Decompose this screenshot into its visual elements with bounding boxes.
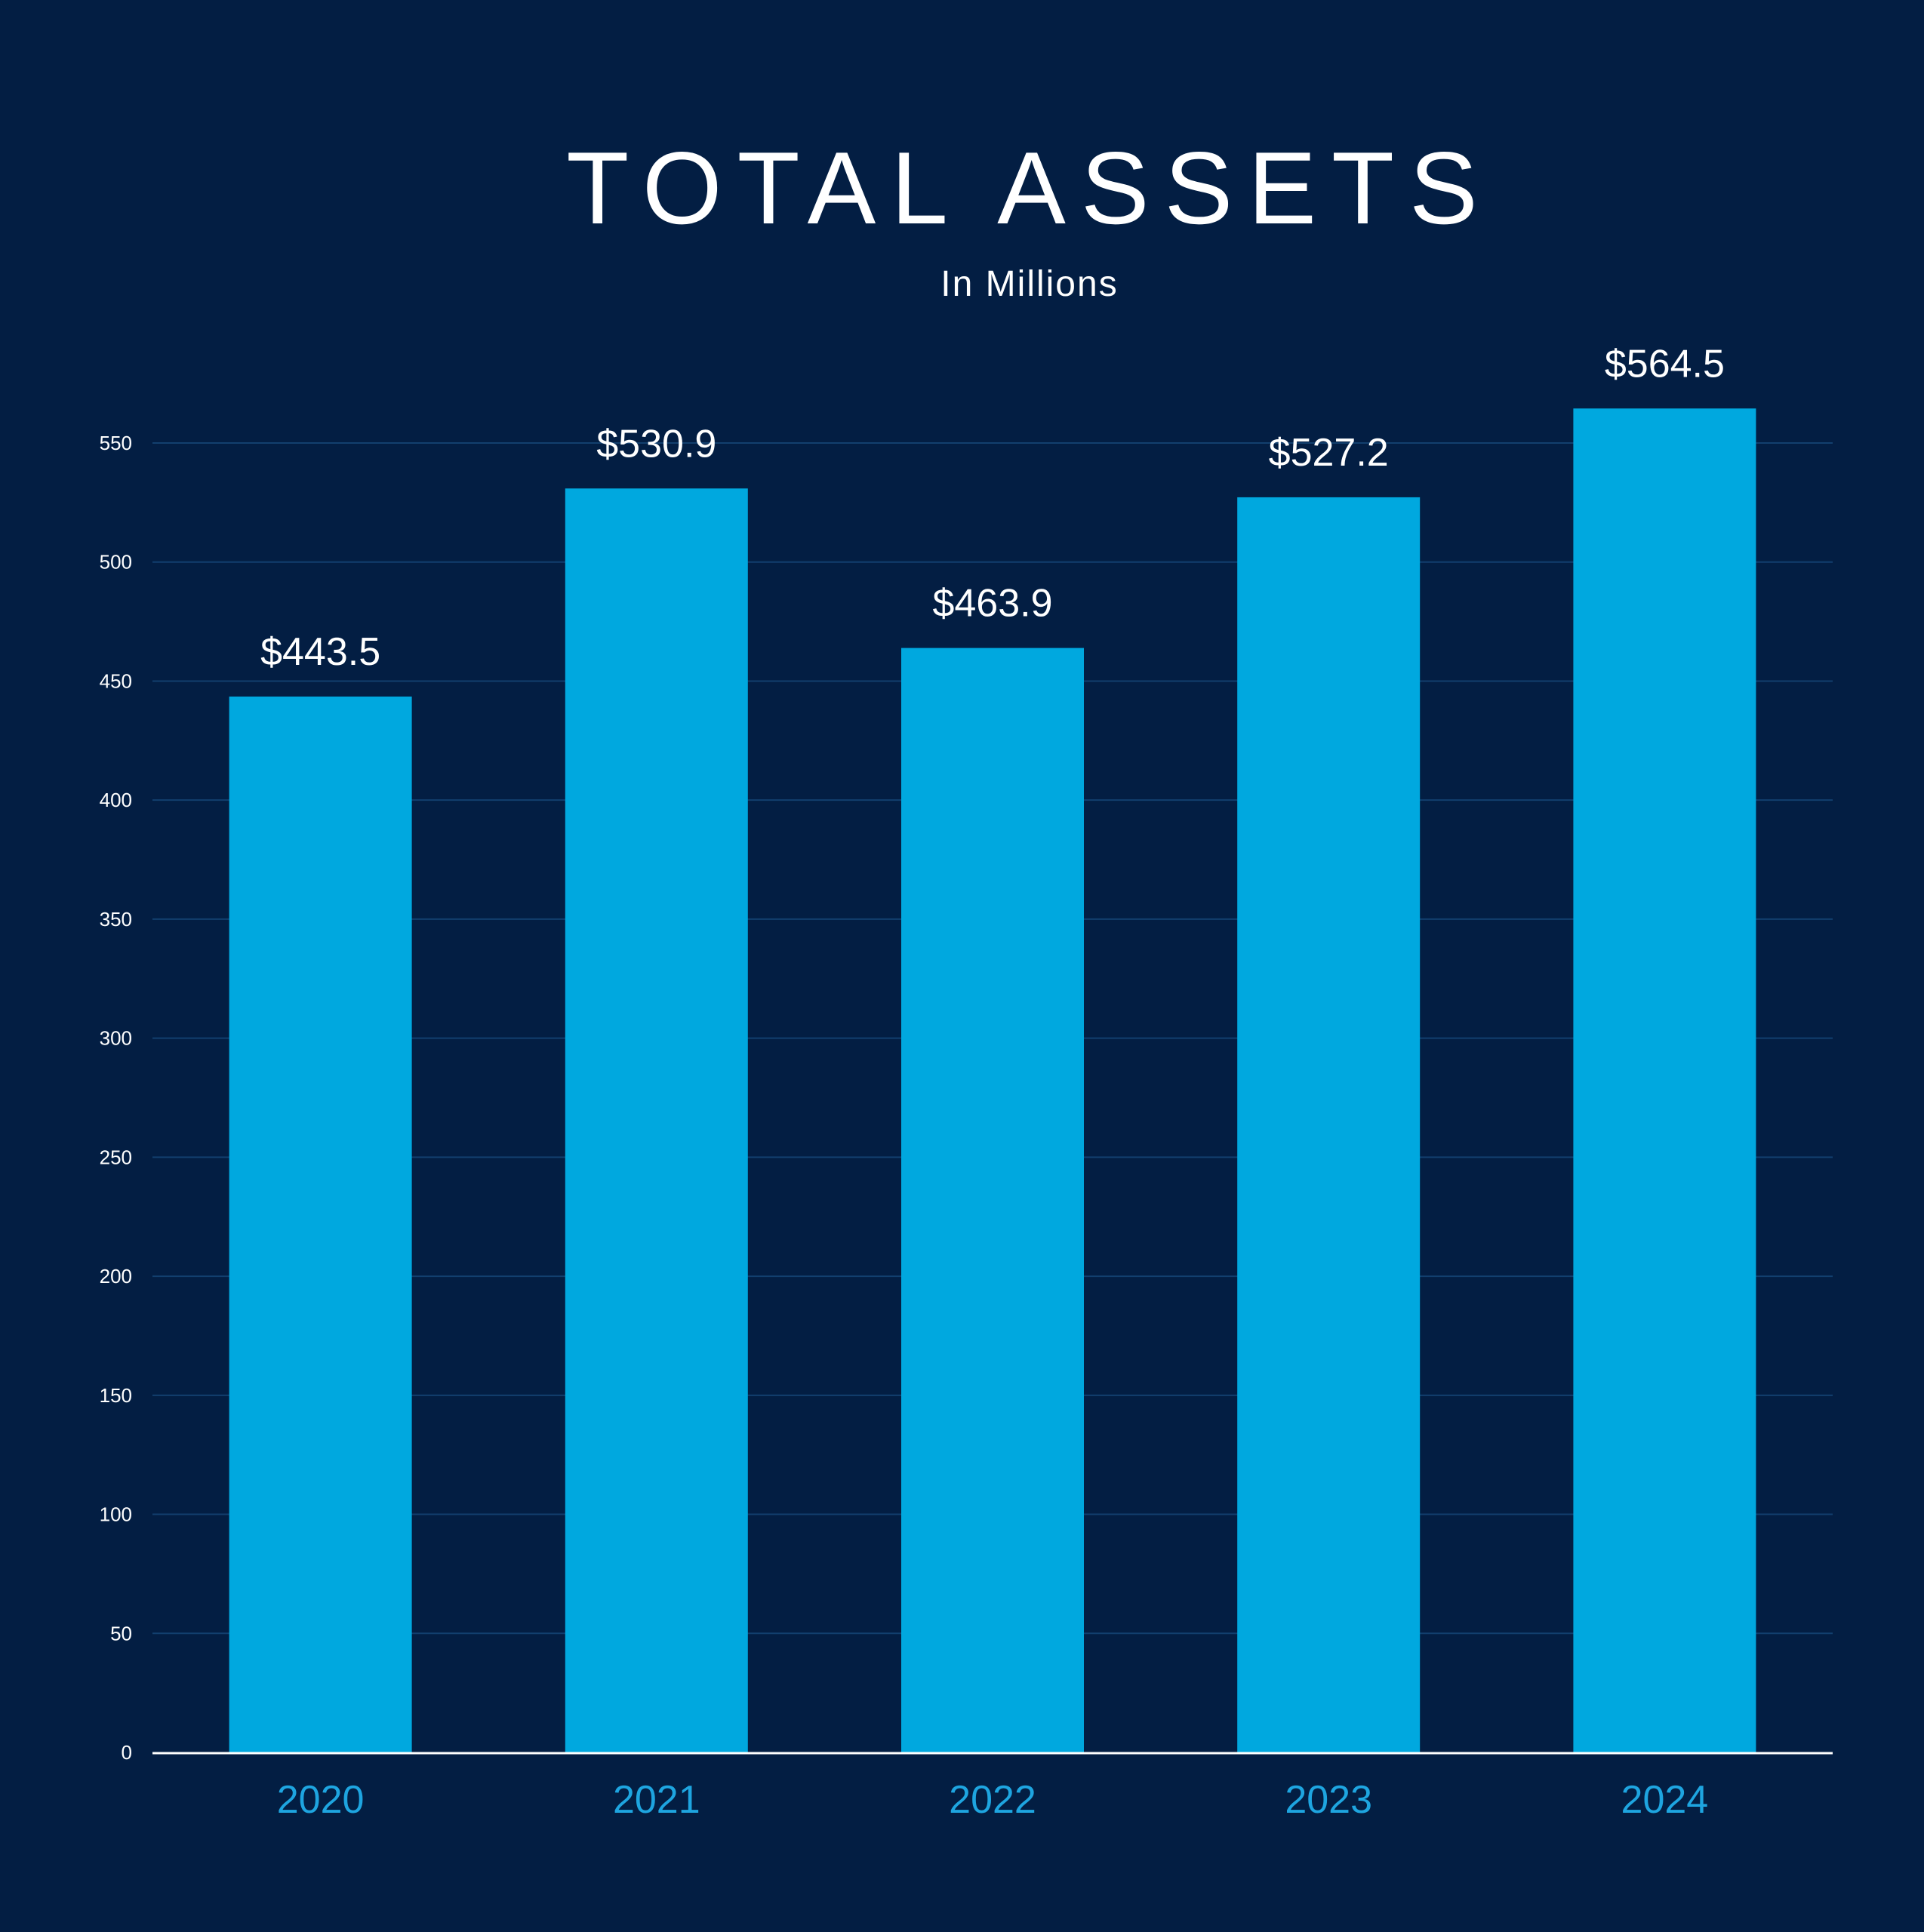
data-label: $463.9 [932, 582, 1052, 626]
chart-title: TOTAL ASSETS [566, 131, 1493, 245]
y-tick-label: 300 [100, 1027, 132, 1050]
y-tick-label: 550 [100, 432, 132, 454]
y-tick-label: 150 [100, 1384, 132, 1407]
data-label: $443.5 [260, 630, 380, 674]
bars [229, 408, 1756, 1753]
y-tick-label: 250 [100, 1146, 132, 1168]
chart-subtitle: In Millions [940, 264, 1118, 304]
bar-2022 [901, 648, 1084, 1752]
x-tick-label: 2023 [1285, 1778, 1372, 1822]
x-tick-label: 2022 [949, 1778, 1036, 1822]
bar-2023 [1237, 497, 1421, 1753]
y-tick-label: 400 [100, 789, 132, 811]
y-tick-label: 100 [100, 1503, 132, 1526]
y-axis-ticks: 0 50 100 150 200 250 300 350 400 450 500 550 [100, 432, 132, 1764]
y-tick-label: 0 [122, 1741, 132, 1764]
data-label: $530.9 [596, 422, 716, 466]
bar-2021 [565, 488, 748, 1752]
data-labels: $443.5 $530.9 $463.9 $527.2 $564.5 [260, 342, 1725, 674]
y-tick-label: 50 [110, 1622, 132, 1644]
x-tick-label: 2020 [277, 1778, 365, 1822]
bar-2020 [229, 696, 412, 1752]
x-axis-ticks: 2020 2021 2022 2023 2024 [277, 1778, 1708, 1822]
x-tick-label: 2024 [1621, 1778, 1709, 1822]
data-label: $527.2 [1269, 431, 1389, 475]
bar-2024 [1573, 408, 1756, 1753]
data-label: $564.5 [1605, 342, 1725, 386]
y-tick-label: 500 [100, 551, 132, 574]
y-tick-label: 200 [100, 1265, 132, 1287]
x-tick-label: 2021 [613, 1778, 700, 1822]
y-tick-label: 450 [100, 669, 132, 692]
y-tick-label: 350 [100, 908, 132, 931]
